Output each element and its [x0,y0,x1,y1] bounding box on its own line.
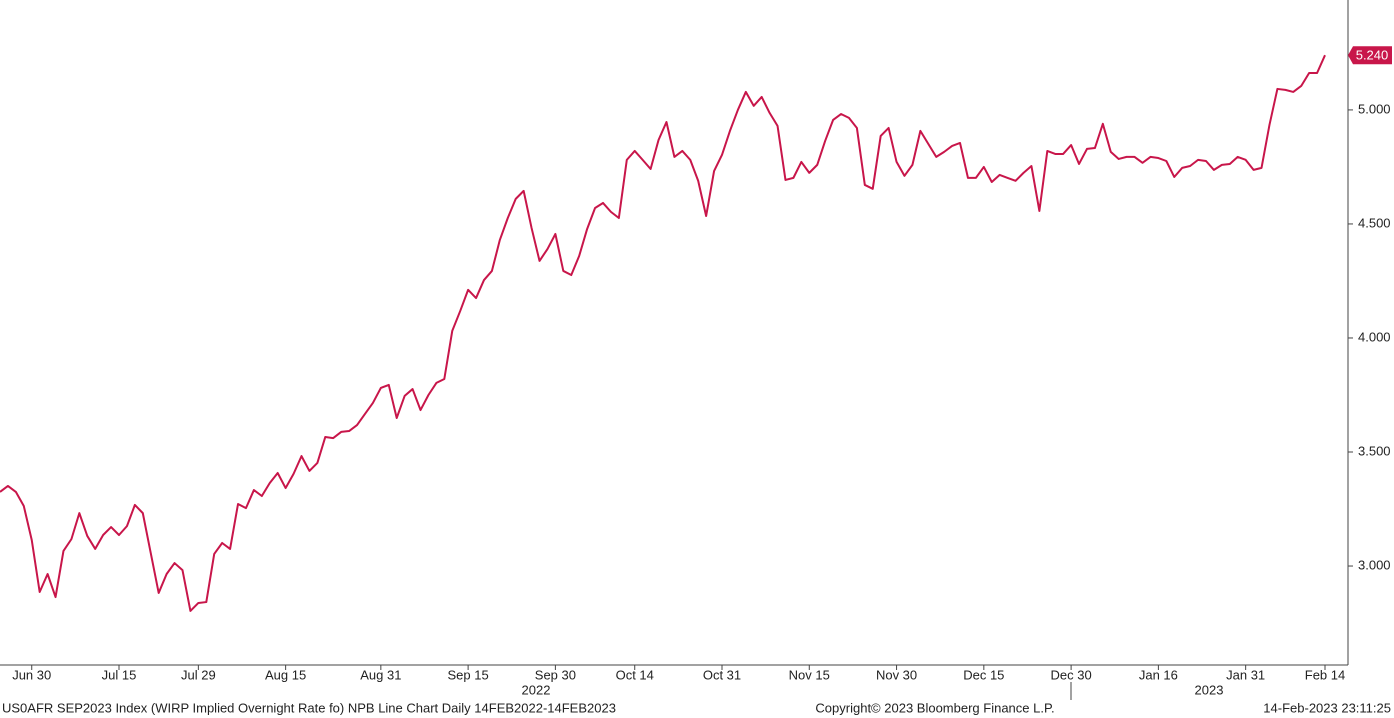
series-line [0,54,1326,612]
x-tick-label: Nov 30 [876,667,917,682]
year-label: 2023 [1195,682,1224,697]
last-value-box [1348,46,1392,65]
x-tick-label: Oct 31 [703,667,741,682]
year-label: 2022 [522,682,551,697]
x-tick-label: Aug 15 [265,667,306,682]
x-tick-label: Jul 29 [181,667,216,682]
x-tick-label: Feb 14 [1305,667,1345,682]
x-tick-label: Jul 15 [102,667,137,682]
x-tick-label: Jun 30 [12,667,51,682]
y-tick-label: 3.000 [1358,557,1391,572]
footer-center: Copyright© 2023 Bloomberg Finance L.P. [815,700,1054,715]
y-tick-label: 4.000 [1358,329,1391,344]
x-tick-label: Aug 31 [360,667,401,682]
x-tick-label: Nov 15 [789,667,830,682]
last-value-label: 5.240 [1356,48,1389,63]
footer-left: US0AFR SEP2023 Index (WIRP Implied Overn… [2,700,616,715]
x-tick-label: Dec 30 [1051,667,1092,682]
x-tick-label: Oct 14 [616,667,654,682]
x-tick-label: Jan 31 [1226,667,1265,682]
y-tick-label: 3.500 [1358,443,1391,458]
y-tick-label: 4.500 [1358,215,1391,230]
x-tick-label: Jan 16 [1139,667,1178,682]
x-tick-label: Sep 15 [448,667,489,682]
x-tick-label: Dec 15 [963,667,1004,682]
y-tick-label: 5.000 [1358,101,1391,116]
x-tick-label: Sep 30 [535,667,576,682]
footer-right: 14-Feb-2023 23:11:25 [1263,700,1391,715]
